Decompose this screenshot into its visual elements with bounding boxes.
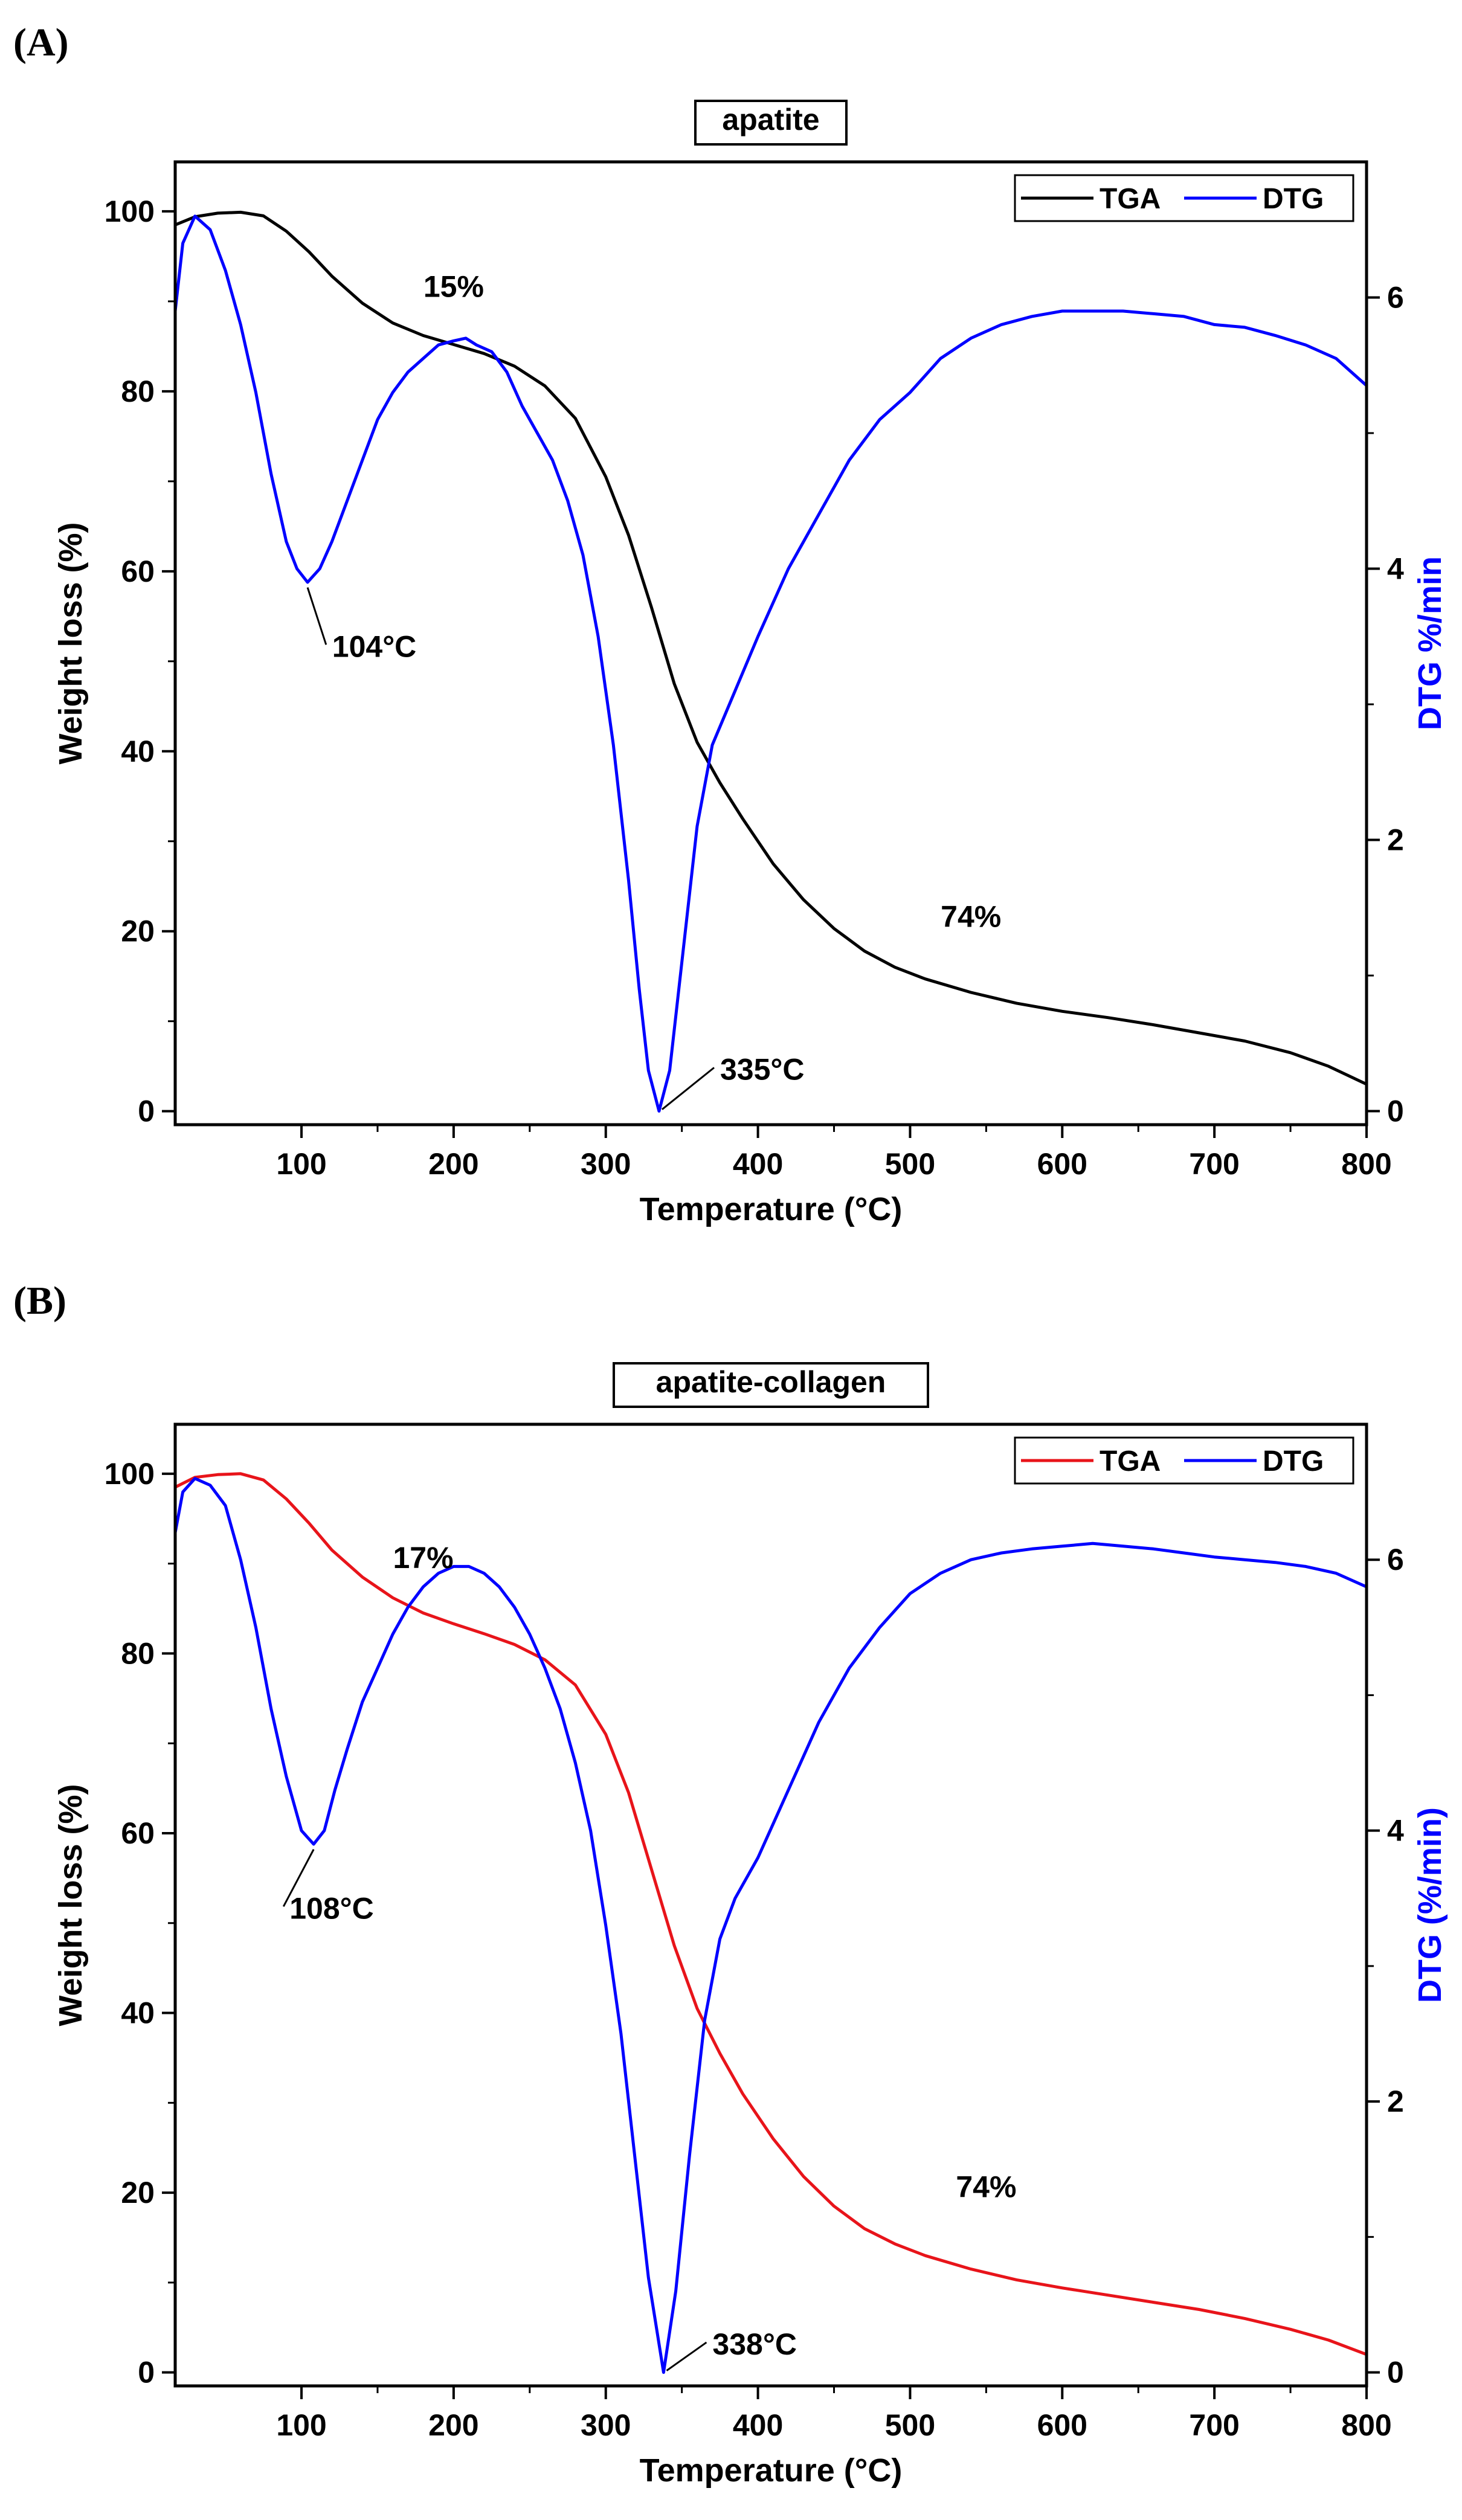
chart-1-y2-tick-label: 6: [1387, 1543, 1404, 1577]
chart-1-legend-label-dtg: DTG: [1263, 1445, 1324, 1477]
chart-0-y-tick-label: 80: [121, 374, 155, 408]
chart-1-y-axis-label: Weight loss (%): [53, 1784, 89, 2026]
chart-1-title-box: [613, 1362, 929, 1408]
chart-0-plot-frame: [173, 160, 1368, 1127]
chart-0-annotation: 335°C: [720, 1053, 805, 1087]
chart-0-y-tick-label: 0: [138, 1094, 155, 1128]
chart-1-plot-frame: [173, 1422, 1368, 2388]
chart-0-x-tick-label: 600: [1037, 1147, 1087, 1181]
chart-0-y-tick-label: 20: [121, 914, 155, 948]
chart-1-x-axis-label: Temperature (°C): [640, 2452, 903, 2489]
chart-0-y-tick-label: 100: [105, 194, 155, 228]
chart-1-series-tga-line: [175, 1472, 1367, 2356]
chart-0-legend-label-dtg: DTG: [1263, 183, 1324, 215]
panel-label-b: (B): [13, 1279, 66, 1323]
chart-1-y-tick-label: 20: [121, 2176, 155, 2210]
chart-0-x-tick-label: 100: [276, 1147, 326, 1181]
chart-1-x-tick-label: 300: [581, 2408, 631, 2442]
chart-1-annotation: 74%: [956, 2170, 1016, 2204]
chart-1-y-tick-label: 80: [121, 1636, 155, 1670]
chart-0-y2-tick-label: 2: [1387, 823, 1404, 857]
chart-0-x-tick-label: 400: [733, 1147, 783, 1181]
chart-0-x-tick-label: 500: [885, 1147, 935, 1181]
chart-1-y-tick-label: 0: [138, 2356, 155, 2390]
chart-1-y2-tick-label: 0: [1387, 2356, 1404, 2390]
chart-1-y2-axis-label: DTG (%/min): [1412, 1807, 1448, 2003]
chart-0-annotation-leader: [661, 1067, 715, 1110]
chart-0-x-tick-label: 200: [428, 1147, 478, 1181]
chart-0-x-tick-label: 800: [1341, 1147, 1391, 1181]
chart-0-annotation: 74%: [941, 899, 1001, 933]
chart-1-x-tick-label: 500: [885, 2408, 935, 2442]
chart-1-x-tick-label: 800: [1341, 2408, 1391, 2442]
chart-1-annotation: 338°C: [712, 2327, 797, 2361]
chart-1-x-tick-label: 600: [1037, 2408, 1087, 2442]
chart-0-title: apatite: [722, 103, 819, 137]
chart-1-y2-tick-label: 4: [1387, 1814, 1404, 1848]
chart-0-annotation: 104°C: [332, 629, 417, 663]
chart-1-title: apatite-collagen: [656, 1365, 886, 1399]
chart-1-x-tick-label: 100: [276, 2408, 326, 2442]
chart-0-series-dtg-line: [175, 214, 1367, 1113]
chart-1-annotation: 17%: [393, 1541, 453, 1575]
chart-1-y-tick-label: 60: [121, 1816, 155, 1850]
chart-0-y-tick-label: 40: [121, 734, 155, 768]
chart-0-annotation-leader: [306, 587, 327, 645]
chart-1-x-tick-label: 400: [733, 2408, 783, 2442]
chart-1-y-tick-label: 40: [121, 1996, 155, 2030]
chart-1-annotation: 108°C: [289, 1891, 374, 1925]
chart-1-annotation-leader: [282, 1849, 315, 1908]
chart-1-y-tick-label: 100: [105, 1457, 155, 1491]
chart-1-y2-tick-label: 2: [1387, 2084, 1404, 2118]
chart-0-title-box: [694, 100, 848, 146]
chart-0-x-tick-label: 700: [1189, 1147, 1239, 1181]
chart-0-annotation: 15%: [423, 269, 484, 303]
chart-0-y2-tick-label: 0: [1387, 1094, 1404, 1128]
chart-1-series-dtg-line: [175, 1477, 1367, 2374]
chart-0-y2-tick-label: 6: [1387, 281, 1404, 315]
chart-0-series-tga-line: [175, 210, 1367, 1086]
chart-0-y2-axis-label: DTG %/min: [1412, 556, 1448, 730]
chart-0-y-axis-label: Weight loss (%): [53, 522, 89, 764]
chart-0-y2-tick-label: 4: [1387, 552, 1404, 586]
chart-1-annotation-leader: [666, 2341, 707, 2371]
chart-1-legend-label-tga: TGA: [1100, 1445, 1161, 1477]
chart-0-legend-label-tga: TGA: [1100, 183, 1161, 215]
panel-label-a: (A): [13, 21, 69, 65]
chart-0-y-tick-label: 60: [121, 554, 155, 588]
chart-1-x-tick-label: 200: [428, 2408, 478, 2442]
chart-0-x-tick-label: 300: [581, 1147, 631, 1181]
chart-0-x-axis-label: Temperature (°C): [640, 1191, 903, 1227]
chart-1-x-tick-label: 700: [1189, 2408, 1239, 2442]
